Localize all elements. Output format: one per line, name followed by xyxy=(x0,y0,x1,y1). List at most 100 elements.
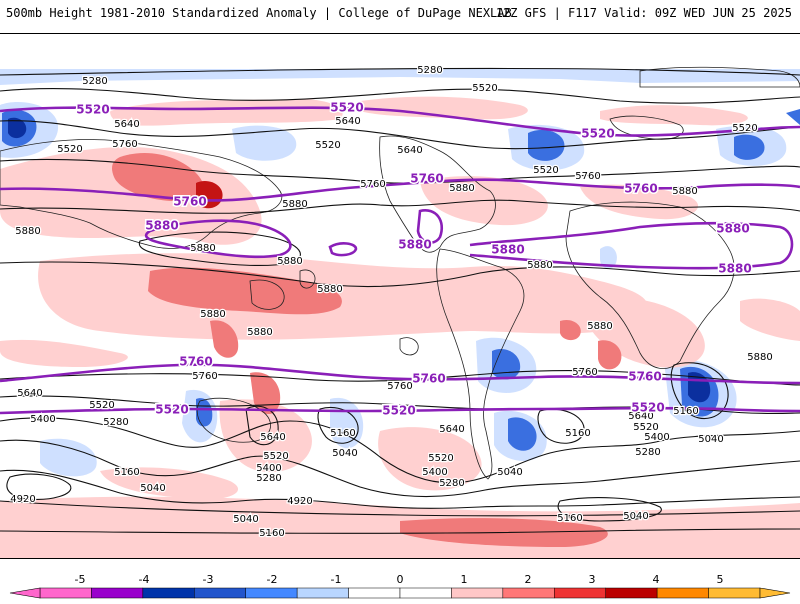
contour-label: 5520 xyxy=(732,123,757,134)
contour-label: 5880 xyxy=(672,186,697,197)
colorbar-swatch xyxy=(39,587,92,599)
contour-label: 5880 xyxy=(317,284,342,295)
strong-positive-anomaly-shading xyxy=(112,152,622,547)
colorbar-tick-label: 3 xyxy=(589,573,596,586)
colorbar-swatch xyxy=(245,587,298,599)
contour-label: 5280 xyxy=(439,478,464,489)
contour-label: 5640 xyxy=(439,424,464,435)
highlighted-contour-label: 5760 xyxy=(179,355,212,369)
colorbar-swatch xyxy=(656,587,709,599)
contour-label: 5880 xyxy=(277,256,302,267)
highlighted-contour-label: 5880 xyxy=(718,262,751,276)
highlighted-contour-label: 5520 xyxy=(76,103,109,117)
model-run-info: 12Z GFS | F117 Valid: 09Z WED JUN 25 202… xyxy=(495,6,792,20)
contour-label: 5040 xyxy=(698,434,723,445)
contour-label: 5880 xyxy=(747,352,772,363)
contour-label: 5040 xyxy=(233,514,258,525)
negative-anomaly-shading xyxy=(0,69,800,477)
colorbar-svg: -5 -4 -3 -2 -1 0 1 2 3 4 5 xyxy=(9,573,791,599)
contour-label: 5880 xyxy=(15,226,40,237)
colorbar-swatch xyxy=(708,587,761,599)
highlighted-contour-label: 5760 xyxy=(412,372,445,386)
highlighted-contour-label: 5520 xyxy=(382,404,415,418)
highlighted-contour-label: 5520 xyxy=(330,101,363,115)
contour-label: 5280 xyxy=(82,76,107,87)
contour-label: 5760 xyxy=(360,179,385,190)
colorbar-tick-label: -3 xyxy=(203,573,214,586)
contour-label: 5520 xyxy=(633,422,658,433)
contour-label: 5160 xyxy=(673,406,698,417)
colorbar-tick-label: 1 xyxy=(461,573,468,586)
highlighted-contour-label: 5520 xyxy=(581,127,614,141)
colorbar-tick-label: 5 xyxy=(717,573,724,586)
colorbar-swatch xyxy=(554,587,606,599)
contour-label: 5520 xyxy=(428,453,453,464)
contour-label: 5280 xyxy=(417,65,442,76)
contour-label: 5400 xyxy=(30,414,55,425)
contour-label: 4920 xyxy=(10,494,35,505)
colorbar-tick-label: -4 xyxy=(139,573,150,586)
contour-label: 5760 xyxy=(387,381,412,392)
contour-label: 5160 xyxy=(330,428,355,439)
contour-label: 5880 xyxy=(200,309,225,320)
colorbar-swatch xyxy=(296,587,349,599)
contour-label: 5880 xyxy=(527,260,552,271)
contour-label: 5520 xyxy=(533,165,558,176)
colorbar-swatch xyxy=(502,587,555,599)
contour-label: 5040 xyxy=(497,467,522,478)
colorbar-swatch xyxy=(605,587,658,599)
contour-label: 5160 xyxy=(565,428,590,439)
contour-label: 5640 xyxy=(397,145,422,156)
contour-label: 5160 xyxy=(557,513,582,524)
colorbar-tick-label: -2 xyxy=(267,573,278,586)
colorbar-swatch xyxy=(399,587,452,599)
highlighted-contour-label: 5880 xyxy=(145,219,178,233)
contour-label: 5040 xyxy=(332,448,357,459)
contour-label: 5160 xyxy=(259,528,284,539)
contour-label: 5760 xyxy=(112,139,137,150)
colorbar-swatch xyxy=(451,587,504,599)
highlighted-contour-label: 5520 xyxy=(155,403,188,417)
highlighted-contour-label: 5880 xyxy=(716,222,749,236)
colorbar: -5 -4 -3 -2 -1 0 1 2 3 4 5 xyxy=(0,572,800,600)
highlighted-contour-label: 5520 xyxy=(631,401,664,415)
highlighted-contour-label: 5760 xyxy=(624,182,657,196)
contour-label: 5880 xyxy=(282,199,307,210)
colorbar-tick-label: 2 xyxy=(525,573,532,586)
highlighted-contour-label: 5880 xyxy=(398,238,431,252)
contour-label: 5160 xyxy=(114,467,139,478)
contour-label: 5640 xyxy=(628,411,653,422)
colorbar-left-arrow xyxy=(9,587,41,599)
colorbar-swatch xyxy=(142,587,195,599)
contour-label: 5760 xyxy=(572,367,597,378)
contour-label: 5520 xyxy=(57,144,82,155)
contour-label: 5400 xyxy=(644,432,669,443)
contour-label: 5640 xyxy=(335,116,360,127)
contour-label: 5880 xyxy=(247,327,272,338)
contour-label: 5520 xyxy=(263,451,288,462)
colorbar-tick-label: -5 xyxy=(75,573,86,586)
colorbar-right-arrow xyxy=(759,587,791,599)
colorbar-swatches xyxy=(39,587,761,599)
highlighted-contour-label: 5760 xyxy=(173,195,206,209)
contour-label: 5640 xyxy=(260,432,285,443)
highlighted-contour-label: 5760 xyxy=(628,370,661,384)
contour-label: 5400 xyxy=(256,463,281,474)
contour-label: 5640 xyxy=(114,119,139,130)
highlighted-contour-label: 5760 xyxy=(410,172,443,186)
contour-label: 5760 xyxy=(192,371,217,382)
colorbar-tick-labels: -5 -4 -3 -2 -1 0 1 2 3 4 5 xyxy=(75,573,724,586)
anomaly-map: 5280 5280 5520 5640 5640 5520 5520 5640 5520 5760… xyxy=(0,33,800,559)
contour-label: 5400 xyxy=(422,467,447,478)
colorbar-swatch xyxy=(348,587,401,599)
contour-label: 5520 xyxy=(472,83,497,94)
contour-label: 5280 xyxy=(256,473,281,484)
colorbar-swatch xyxy=(91,587,144,599)
highlighted-contours xyxy=(0,106,800,415)
contour-label: 5280 xyxy=(103,417,128,428)
contour-label: 5520 xyxy=(89,400,114,411)
contour-label: 5640 xyxy=(17,388,42,399)
contour-label: 5880 xyxy=(190,243,215,254)
